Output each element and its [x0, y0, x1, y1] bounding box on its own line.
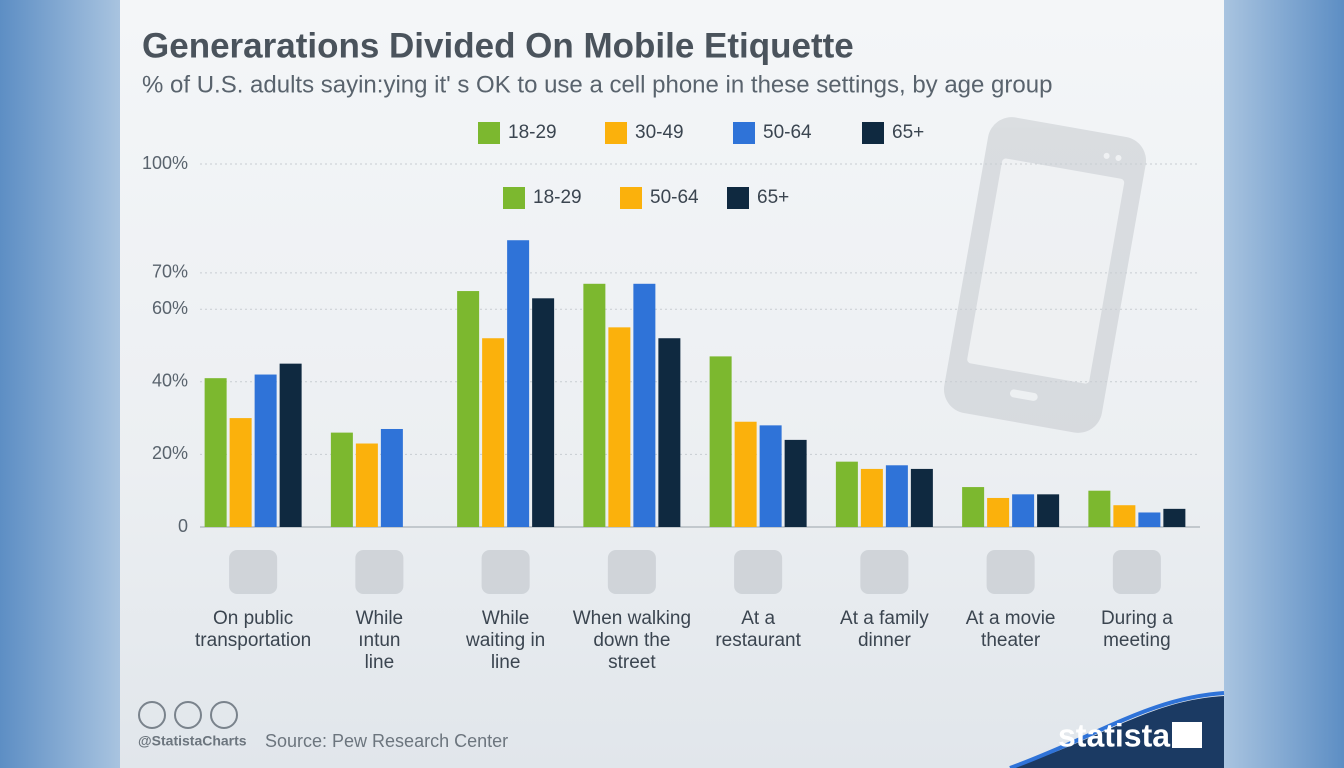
license-icons	[138, 701, 238, 729]
bar	[279, 363, 302, 527]
bar	[860, 468, 883, 527]
category-icon	[986, 550, 1035, 594]
legend-swatch	[605, 122, 627, 144]
category-icon	[734, 550, 783, 594]
bar	[885, 465, 908, 527]
bar	[1088, 490, 1111, 527]
bar	[330, 432, 353, 527]
bar	[1113, 505, 1136, 527]
x-tick-label: At a restaurant	[715, 608, 801, 651]
bar	[784, 439, 807, 527]
bar	[532, 298, 555, 527]
bar	[658, 338, 681, 527]
legend-label: 65+	[892, 122, 924, 143]
bar	[507, 240, 530, 528]
legend-label: 65+	[757, 187, 789, 208]
bar	[457, 291, 480, 527]
y-tick-label: 60%	[152, 298, 188, 318]
logo: statista	[1058, 717, 1170, 753]
x-tick-label: While ıntun line	[355, 608, 404, 673]
legend-swatch	[727, 187, 749, 209]
bar	[910, 468, 933, 527]
category-icon	[481, 550, 530, 594]
bar	[709, 356, 732, 527]
legend-swatch	[862, 122, 884, 144]
bar	[734, 421, 757, 527]
category-icon	[860, 550, 909, 594]
x-tick-label: At a family dinner	[840, 608, 929, 651]
legend-label: 50-64	[650, 187, 699, 208]
footer-wave	[1010, 696, 1224, 768]
bar	[962, 487, 985, 527]
y-tick-label: 40%	[152, 371, 188, 391]
y-tick-label: 70%	[152, 262, 188, 282]
legend-swatch	[503, 187, 525, 209]
bar	[229, 418, 252, 527]
footer-wave-edge	[1009, 691, 1225, 768]
x-tick-label: While waiting in line	[466, 608, 546, 673]
source: Source: Pew Research Center	[265, 731, 508, 751]
y-tick-label: 20%	[152, 443, 188, 463]
x-tick-label: On public transportation	[195, 608, 312, 651]
logo-mark	[1172, 722, 1202, 748]
bar	[583, 283, 606, 527]
y-tick-label: 0	[178, 516, 188, 536]
phone-decoration	[943, 117, 1147, 433]
legend-swatch	[478, 122, 500, 144]
legend-label: 30-49	[635, 122, 684, 143]
bar	[608, 327, 631, 527]
bar	[835, 461, 858, 527]
legend-label: 18-29	[508, 122, 557, 143]
legend-swatch	[620, 187, 642, 209]
credit: @StatistaCharts	[138, 733, 247, 749]
x-tick-label: When walking down the street	[572, 608, 692, 673]
y-tick-label: 100%	[142, 153, 188, 173]
legend-label: 50-64	[763, 122, 812, 143]
bar	[254, 374, 277, 527]
x-tick-label: At a movie theater	[965, 608, 1056, 651]
bar	[987, 497, 1010, 527]
category-icon	[1112, 550, 1161, 594]
chart-title: Generarations Divided On Mobile Etiquett…	[142, 26, 854, 65]
legend-swatch	[733, 122, 755, 144]
bar	[633, 283, 656, 527]
bar	[482, 338, 505, 527]
category-icon	[607, 550, 656, 594]
bar	[1012, 494, 1035, 527]
legend-label: 18-29	[533, 187, 582, 208]
bar	[380, 428, 403, 527]
chart-subtitle: % of U.S. adults sayin:ying it' s OK to …	[142, 71, 1052, 98]
category-icon	[229, 550, 278, 594]
x-tick-label: During a meeting	[1100, 608, 1173, 651]
bar	[1163, 508, 1186, 527]
bar	[204, 378, 227, 527]
bar	[355, 443, 378, 527]
category-icon	[355, 550, 404, 594]
bar	[1037, 494, 1060, 527]
bar	[1138, 512, 1161, 527]
bar	[759, 425, 782, 527]
